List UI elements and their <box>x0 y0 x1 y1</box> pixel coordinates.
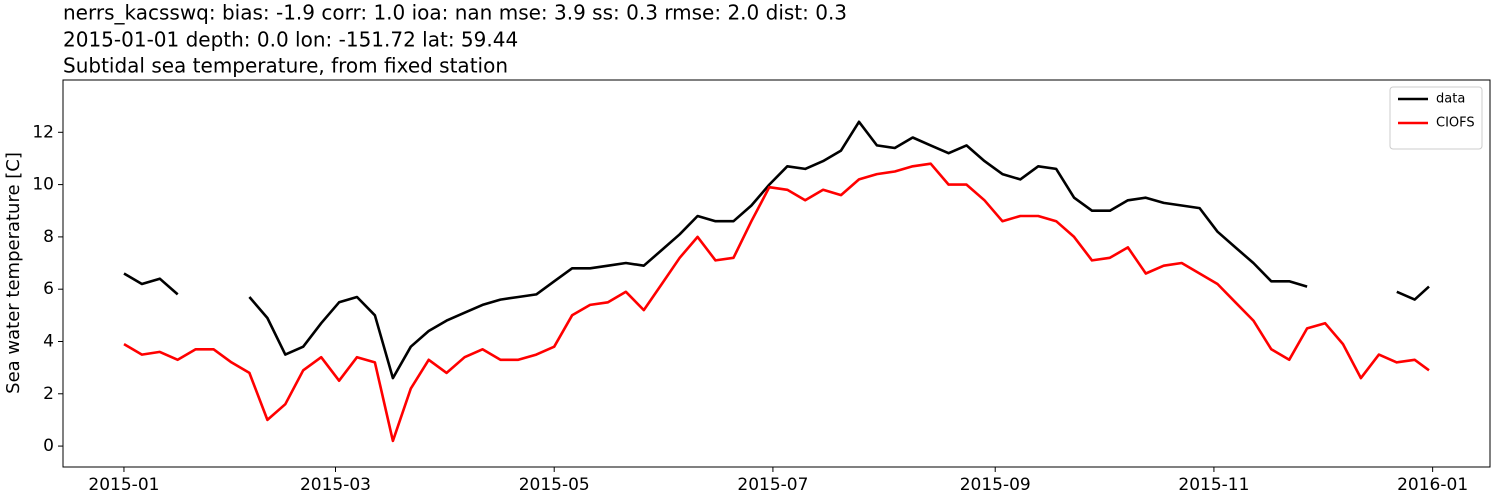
chart-title: nerrs_kacsswq: bias: -1.9 corr: 1.0 ioa:… <box>63 1 847 25</box>
y-tick-label: 0 <box>43 436 54 456</box>
y-tick-label: 12 <box>32 122 54 142</box>
x-tick-label: 2015-05 <box>519 475 590 495</box>
x-tick-label: 2015-11 <box>1178 475 1249 495</box>
chart-title: 2015-01-01 depth: 0.0 lon: -151.72 lat: … <box>63 28 518 52</box>
y-axis-label: Sea water temperature [C] <box>3 152 24 394</box>
x-tick-label: 2015-03 <box>300 475 371 495</box>
legend-label: data <box>1436 92 1465 107</box>
legend-label: CIOFS <box>1436 116 1475 131</box>
plot-frame <box>62 79 1491 468</box>
x-tick-label: 2015-09 <box>960 475 1031 495</box>
legend-box <box>1389 86 1483 150</box>
x-tick-label: 2015-01 <box>88 475 159 495</box>
y-tick-label: 10 <box>32 175 54 195</box>
y-tick-label: 8 <box>43 227 54 247</box>
y-tick-label: 6 <box>43 279 54 299</box>
chart-title: Subtidal sea temperature, from fixed sta… <box>63 54 508 78</box>
x-tick-label: 2016-01 <box>1397 475 1468 495</box>
x-tick-label: 2015-07 <box>737 475 808 495</box>
series-line <box>123 120 1430 380</box>
series-line <box>123 162 1430 443</box>
y-tick-label: 4 <box>43 331 54 351</box>
y-tick-label: 2 <box>43 384 54 404</box>
